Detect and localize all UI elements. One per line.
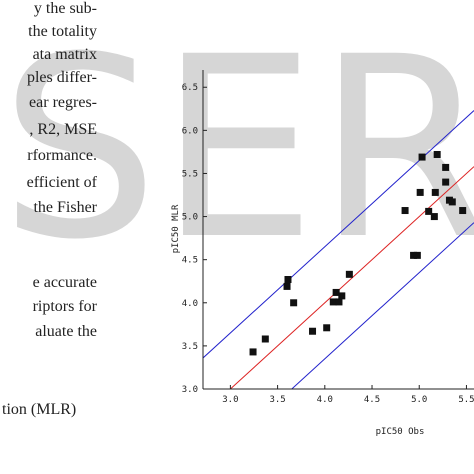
y-axis-label: pIC50 MLR: [171, 204, 181, 253]
text-line: y the sub-: [34, 0, 97, 17]
data-point: [431, 188, 439, 196]
y-tick-label: 6.5: [182, 83, 198, 93]
text-line: e accurate: [33, 274, 97, 291]
x-tick-label: 4.5: [364, 395, 380, 405]
x-tick-label: 3.0: [222, 395, 238, 405]
reference-line: [291, 222, 474, 389]
text-line: , R2, MSE: [29, 121, 97, 138]
text-line: riptors for: [33, 298, 98, 315]
data-point: [332, 288, 340, 296]
data-point: [442, 178, 450, 186]
watermark: SER: [0, 3, 474, 294]
y-tick-label: 4.0: [182, 299, 198, 309]
data-point: [283, 282, 291, 290]
text-line: aluate the: [35, 323, 97, 340]
document-text: y the sub-the totality ata matrix ples dif…: [2, 0, 98, 418]
y-tick-label: 6.0: [182, 126, 198, 136]
text-line: rformance.: [27, 147, 97, 164]
data-point: [401, 207, 409, 215]
text-line: the Fisher: [33, 199, 97, 216]
data-point: [290, 299, 298, 307]
text-line: tion (MLR): [2, 401, 76, 418]
data-point: [410, 251, 418, 259]
data-point: [249, 348, 257, 356]
text-line: ples differ-: [27, 69, 97, 86]
y-tick-label: 3.0: [182, 385, 198, 395]
data-point: [335, 298, 343, 306]
data-point: [329, 298, 337, 306]
text-line: the totality: [28, 23, 97, 40]
y-tick-label: 3.5: [182, 342, 198, 352]
data-point: [261, 335, 269, 343]
data-point: [430, 213, 438, 221]
text-line: ata matrix: [33, 46, 97, 63]
x-tick-label: 5.0: [411, 395, 427, 405]
data-point: [338, 292, 346, 300]
data-point: [413, 251, 421, 259]
data-point: [284, 276, 292, 284]
data-point: [442, 163, 450, 171]
x-tick-label: 5.5: [458, 395, 474, 405]
x-tick-label: 3.5: [269, 395, 285, 405]
y-tick-label: 4.5: [182, 256, 198, 266]
text-line: efficient of: [27, 174, 98, 191]
data-point: [345, 270, 353, 278]
data-point: [425, 207, 433, 215]
x-axis-label: pIC50 Obs: [376, 427, 425, 437]
data-point: [448, 198, 456, 206]
data-point: [418, 153, 426, 161]
data-point: [433, 150, 441, 158]
y-tick-label: 5.5: [182, 169, 198, 179]
data-point: [416, 188, 424, 196]
scatter-plot: 3.0 3.5 4.0 4.5 5.0 5.5 6.0 6.5 3.0 3.5 4.0 4.5 5.0 5…: [171, 70, 474, 437]
data-point: [459, 207, 467, 215]
y-tick-label: 5.0: [182, 213, 198, 223]
reference-line: [203, 110, 474, 359]
text-line: ear regres-: [29, 94, 97, 111]
data-point: [309, 327, 317, 335]
x-tick-label: 4.0: [317, 395, 333, 405]
data-point: [323, 324, 331, 332]
